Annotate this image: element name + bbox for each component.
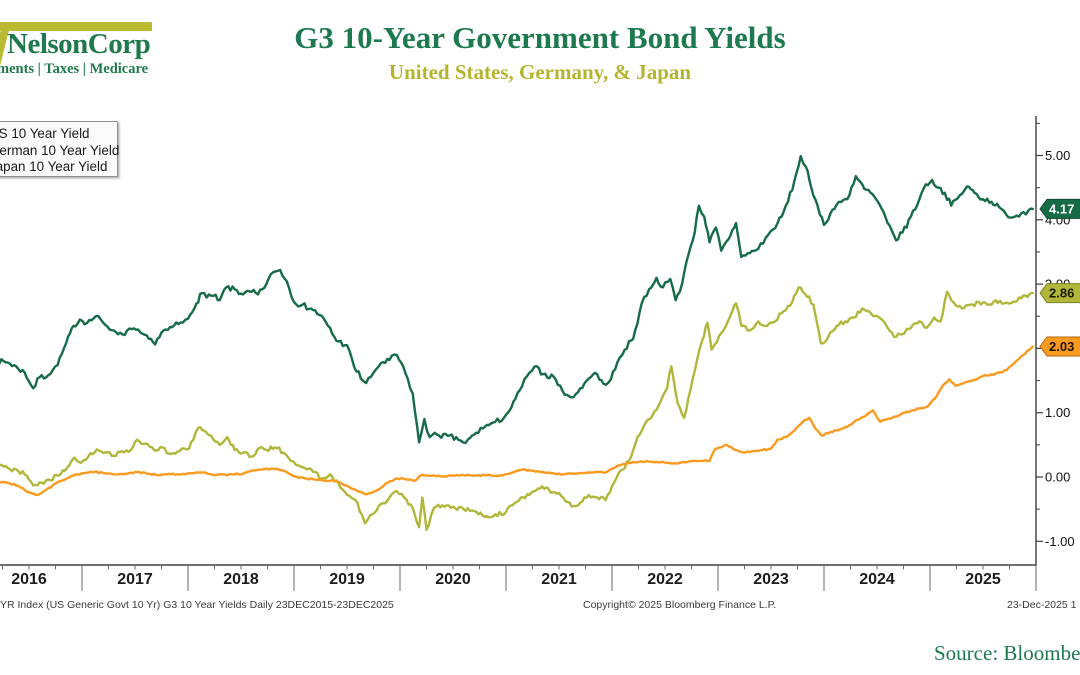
legend-item-japan: Japan 10 Year Yield (0, 159, 108, 174)
logo-tagline: ments | Taxes | Medicare (0, 61, 149, 77)
x-axis-year-label: 2019 (329, 571, 365, 588)
legend-item-us: US 10 Year Yield (0, 126, 90, 141)
series-line-japan (0, 345, 1034, 497)
y-axis-tick-label: 0.00 (1045, 470, 1070, 485)
series-line-germany (0, 286, 1034, 531)
last-value-tag-label-japan: 2.03 (1049, 339, 1074, 354)
last-value-tag-label-us: 4.17 (1049, 201, 1074, 216)
x-axis-year-label: 2016 (11, 571, 47, 588)
last-value-tag-germany (1039, 283, 1080, 304)
page-subtitle: United States, Germany, & Japan (388, 60, 692, 84)
y-axis-tick-label: -1.00 (1045, 534, 1075, 549)
footer-copyright: Copyright© 2025 Bloomberg Finance L.P. (583, 599, 777, 611)
page-title: G3 10-Year Government Bond Yields (294, 20, 786, 55)
legend: US 10 Year Yield German 10 Year Yield Ja… (0, 121, 120, 177)
series-line-us (0, 154, 1034, 445)
last-value-tag-us (1039, 198, 1080, 219)
x-axis-year-label: 2022 (647, 571, 683, 588)
last-value-tag-label-germany: 2.86 (1049, 286, 1074, 301)
y-axis-tick-label: 1.00 (1045, 405, 1070, 420)
legend-item-germany: German 10 Year Yield (0, 142, 120, 158)
y-axis-tick-label: 5.00 (1045, 148, 1070, 163)
last-value-tag-japan (1039, 336, 1080, 357)
x-axis-year-label: 2021 (541, 571, 577, 588)
x-axis-year-label: 2017 (117, 571, 153, 588)
logo-name: NelsonCorp (7, 28, 151, 60)
footer-datestamp: 23-Dec-2025 1 (1007, 599, 1077, 611)
logo-accent-bar (0, 22, 152, 31)
footer-index-note: YR Index (US Generic Govt 10 Yr) G3 10 Y… (0, 599, 394, 611)
x-axis-year-label: 2023 (753, 571, 789, 588)
x-axis-year-label: 2018 (223, 571, 259, 588)
source-note: Source: Bloomberg (934, 641, 1080, 665)
x-axis-year-label: 2025 (965, 571, 1001, 588)
x-axis-year-label: 2020 (435, 571, 471, 588)
x-axis-year-label: 2024 (859, 571, 895, 588)
